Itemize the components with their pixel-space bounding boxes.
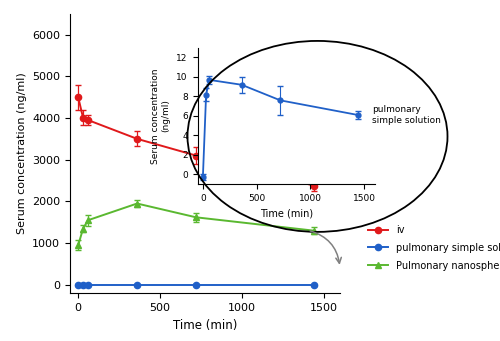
Text: pulmonary
simple solution: pulmonary simple solution <box>372 105 440 125</box>
Y-axis label: Serum concentration
(ng/ml): Serum concentration (ng/ml) <box>152 68 171 164</box>
Legend: iv, pulmonary simple solution, Pulmonary nanospheres: iv, pulmonary simple solution, Pulmonary… <box>364 221 500 275</box>
X-axis label: Time (min): Time (min) <box>260 208 313 219</box>
Y-axis label: Serum concentration (ng/ml): Serum concentration (ng/ml) <box>16 73 26 234</box>
X-axis label: Time (min): Time (min) <box>173 318 237 331</box>
